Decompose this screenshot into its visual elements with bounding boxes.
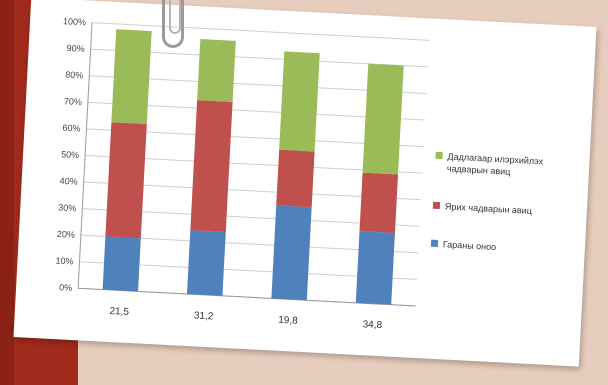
paperclip-icon: [162, 0, 184, 48]
legend-swatch: [430, 239, 439, 248]
bar-segment: [190, 100, 233, 233]
legend: Дадлагаар илэрхийлэхчадварын авиц Ярих ча…: [430, 151, 544, 252]
y-tick-label: 40%: [59, 176, 78, 187]
y-tick-label: 30%: [58, 202, 77, 213]
x-tick-label: 21,5: [109, 306, 129, 318]
y-tick-label: 60%: [62, 123, 81, 134]
legend-label-line: Дадлагаар илэрхийлэх: [447, 151, 544, 166]
y-tick-label: 90%: [66, 43, 85, 54]
x-axis-ticks: 21,5 31,2 19,8 34,8: [109, 306, 383, 331]
bar-segment: [276, 149, 315, 208]
legend-swatch: [432, 201, 441, 210]
x-tick-label: 19,8: [278, 315, 298, 327]
legend-label: Гараны оноо: [443, 239, 497, 252]
y-tick-label: 0%: [59, 282, 73, 293]
x-tick-label: 34,8: [362, 319, 382, 331]
bar-segment: [279, 51, 320, 152]
y-tick-label: 10%: [55, 255, 74, 266]
bar-segment: [102, 236, 141, 292]
y-tick-label: 80%: [65, 70, 84, 81]
bar-segment: [271, 205, 312, 301]
y-tick-label: 50%: [61, 149, 80, 160]
bar-segment: [186, 230, 226, 296]
legend-label-line: Гараны оноо: [443, 239, 497, 252]
legend-label: Дадлагаар илэрхийлэхчадварын авиц: [447, 151, 544, 178]
bar-segment: [197, 38, 236, 102]
chart-photo: 0% 10% 20% 30% 40% 50% 60% 70% 80% 90% 100% 21,5 31…: [13, 0, 597, 367]
bar-segment: [105, 122, 147, 239]
y-tick-label: 70%: [64, 96, 83, 107]
y-tick-label: 100%: [63, 16, 87, 27]
legend-label: Ярих чадварын авиц: [445, 201, 532, 216]
legend-label-line: чадварын авиц: [447, 163, 511, 176]
bar-segment: [111, 29, 152, 125]
chart: 0% 10% 20% 30% 40% 50% 60% 70% 80% 90% 100% 21,5 31…: [55, 16, 544, 331]
legend-swatch: [435, 151, 443, 160]
bar-segment: [359, 172, 399, 233]
side-accent: [0, 0, 14, 385]
y-tick-label: 20%: [57, 229, 76, 240]
bars: [102, 29, 404, 305]
y-axis-line: [77, 22, 93, 289]
y-axis-ticks: 0% 10% 20% 30% 40% 50% 60% 70% 80% 90% 100%: [55, 16, 87, 293]
bar-segment: [362, 63, 404, 175]
bar-segment: [355, 231, 395, 305]
legend-label-line: Ярих чадварын авиц: [445, 201, 532, 216]
x-tick-label: 31,2: [194, 310, 214, 322]
gridline: [92, 22, 430, 41]
